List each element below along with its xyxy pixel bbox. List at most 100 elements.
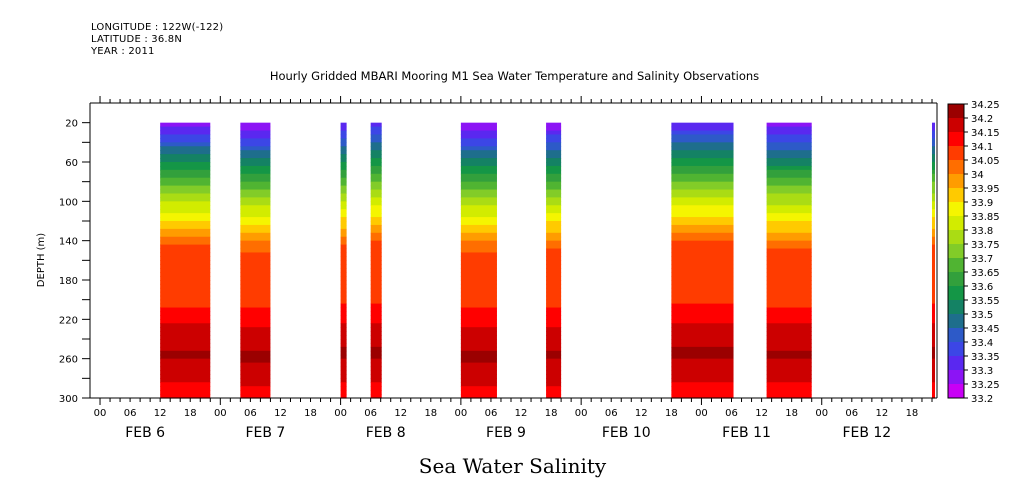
salinity-band (240, 244, 271, 250)
y-tick-label: 140 (59, 237, 78, 248)
salinity-band (766, 307, 812, 313)
colorbar-label: 33.95 (971, 184, 1000, 195)
salinity-band (340, 146, 347, 151)
salinity-band (546, 177, 562, 183)
salinity-band (931, 154, 935, 159)
salinity-band (766, 374, 812, 379)
salinity-band (671, 362, 734, 368)
salinity-band (460, 260, 497, 265)
salinity-band (766, 319, 812, 324)
salinity-band (460, 291, 497, 297)
salinity-band (370, 315, 382, 320)
salinity-band (240, 303, 271, 309)
salinity-band (370, 142, 382, 147)
salinity-band (766, 370, 812, 375)
salinity-band (370, 331, 382, 336)
salinity-band (931, 295, 935, 301)
salinity-band (766, 260, 812, 265)
salinity-band (160, 154, 211, 159)
salinity-band (546, 339, 562, 344)
salinity-band (931, 193, 935, 198)
observation-window (160, 122, 211, 399)
colorbar-label: 33.9 (971, 198, 993, 209)
salinity-band (931, 268, 935, 273)
x-hour-label: 00 (214, 408, 227, 419)
colorbar-label: 33.45 (971, 324, 1000, 335)
colorbar-swatch (948, 342, 964, 357)
salinity-band (766, 122, 812, 128)
salinity-band (671, 221, 734, 226)
salinity-band (671, 213, 734, 218)
salinity-band (766, 134, 812, 139)
colorbar-label: 34.1 (971, 142, 993, 153)
salinity-band (340, 142, 347, 147)
salinity-band (931, 335, 935, 340)
salinity-band (370, 295, 382, 301)
salinity-band (460, 181, 497, 187)
salinity-band (240, 126, 271, 132)
salinity-band (546, 272, 562, 277)
salinity-band (240, 319, 271, 324)
salinity-band (340, 205, 347, 210)
salinity-band (766, 339, 812, 344)
observation-window (340, 122, 347, 399)
salinity-band (340, 134, 347, 139)
salinity-band (460, 354, 497, 360)
salinity-band (240, 264, 271, 269)
salinity-band (460, 158, 497, 163)
salinity-band (460, 382, 497, 387)
salinity-band (460, 327, 497, 332)
salinity-band (931, 150, 935, 155)
salinity-band (160, 287, 211, 293)
salinity-band (160, 291, 211, 297)
salinity-band (460, 201, 497, 206)
salinity-band (370, 217, 382, 222)
salinity-band (340, 165, 347, 171)
colorbar-swatch (948, 244, 964, 259)
salinity-band (340, 362, 347, 368)
salinity-band (766, 213, 812, 218)
salinity-band (671, 256, 734, 261)
salinity-band (546, 311, 562, 316)
salinity-band (931, 138, 935, 143)
salinity-band (766, 185, 812, 191)
salinity-band (931, 354, 935, 360)
salinity-band (671, 287, 734, 293)
salinity-band (160, 256, 211, 261)
salinity-band (240, 299, 271, 305)
salinity-band (240, 228, 271, 234)
salinity-band (546, 193, 562, 198)
salinity-band (370, 394, 382, 399)
colorbar-swatch (948, 384, 964, 399)
salinity-band (671, 378, 734, 383)
salinity-band (546, 323, 562, 328)
salinity-band (931, 197, 935, 202)
salinity-band (931, 134, 935, 139)
salinity-band (931, 331, 935, 336)
salinity-band (340, 189, 347, 195)
salinity-band (671, 248, 734, 254)
colorbar-swatch (948, 160, 964, 175)
salinity-band (931, 130, 935, 136)
salinity-band (931, 346, 935, 352)
salinity-band (766, 126, 812, 132)
salinity-band (546, 260, 562, 265)
salinity-band (160, 299, 211, 305)
salinity-band (671, 358, 734, 364)
salinity-band (766, 303, 812, 309)
salinity-band (460, 366, 497, 372)
salinity-band (546, 280, 562, 285)
salinity-band (340, 260, 347, 265)
salinity-band (460, 287, 497, 293)
salinity-band (240, 248, 271, 254)
salinity-band (340, 280, 347, 285)
salinity-band (931, 244, 935, 250)
salinity-band (931, 142, 935, 147)
salinity-band (671, 390, 734, 395)
salinity-band (671, 291, 734, 297)
salinity-band (240, 205, 271, 210)
salinity-band (671, 311, 734, 316)
salinity-band (240, 142, 271, 147)
salinity-band (931, 307, 935, 313)
salinity-band (460, 197, 497, 202)
